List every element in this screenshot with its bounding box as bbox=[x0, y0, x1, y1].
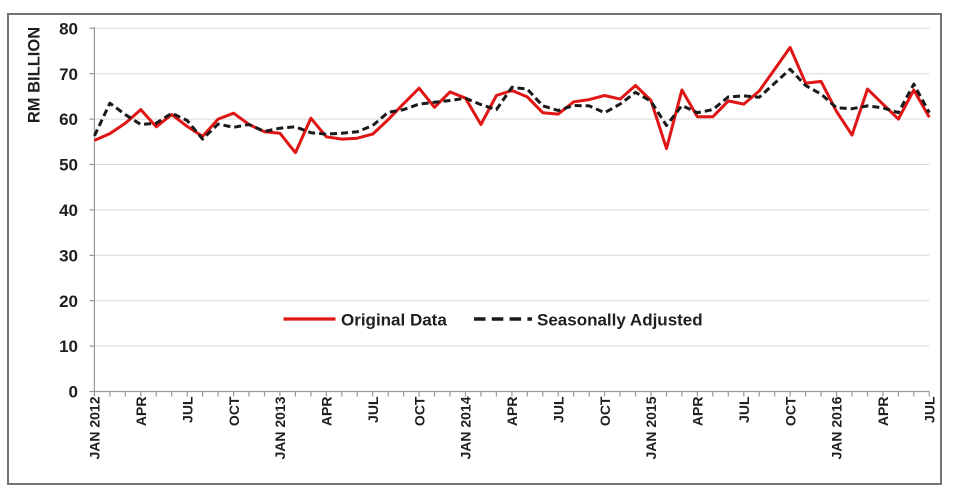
svg-text:JAN 2013: JAN 2013 bbox=[272, 396, 288, 459]
svg-text:APR: APR bbox=[690, 397, 706, 427]
svg-text:20: 20 bbox=[59, 292, 78, 311]
svg-text:40: 40 bbox=[59, 201, 78, 220]
svg-text:JAN 2014: JAN 2014 bbox=[458, 396, 474, 459]
svg-text:JAN 2012: JAN 2012 bbox=[87, 396, 103, 459]
svg-text:50: 50 bbox=[59, 156, 78, 175]
svg-text:30: 30 bbox=[59, 246, 78, 265]
svg-text:60: 60 bbox=[59, 110, 78, 129]
svg-text:APR: APR bbox=[319, 397, 335, 427]
svg-text:JUL: JUL bbox=[922, 396, 938, 423]
svg-text:JUL: JUL bbox=[179, 396, 195, 423]
svg-text:RM BILLION: RM BILLION bbox=[26, 27, 44, 123]
svg-text:APR: APR bbox=[133, 397, 149, 427]
svg-text:JUL: JUL bbox=[736, 396, 752, 423]
svg-text:APR: APR bbox=[875, 397, 891, 427]
svg-text:Seasonally Adjusted: Seasonally Adjusted bbox=[537, 311, 703, 330]
svg-text:70: 70 bbox=[59, 65, 78, 84]
svg-text:OCT: OCT bbox=[597, 396, 613, 426]
svg-text:JAN 2015: JAN 2015 bbox=[643, 396, 659, 459]
svg-text:JUL: JUL bbox=[365, 396, 381, 423]
svg-text:JUL: JUL bbox=[550, 396, 566, 423]
svg-text:80: 80 bbox=[59, 19, 78, 38]
svg-text:APR: APR bbox=[504, 397, 520, 427]
svg-text:OCT: OCT bbox=[411, 396, 427, 426]
svg-text:OCT: OCT bbox=[782, 396, 798, 426]
svg-text:OCT: OCT bbox=[226, 396, 242, 426]
svg-text:JAN 2016: JAN 2016 bbox=[829, 396, 845, 459]
svg-text:0: 0 bbox=[69, 383, 78, 402]
svg-text:10: 10 bbox=[59, 337, 78, 356]
svg-text:Original Data: Original Data bbox=[341, 311, 447, 330]
